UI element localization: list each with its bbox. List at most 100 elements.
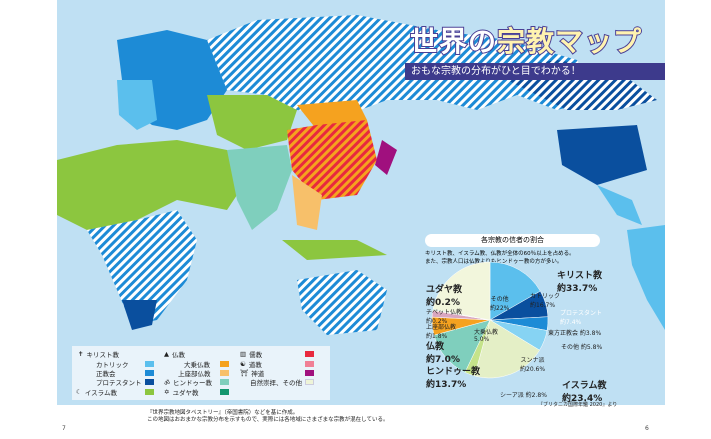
swatch-orthodox: [145, 370, 154, 376]
page-number-right: 6: [645, 425, 649, 432]
swatch-catholic: [145, 361, 154, 367]
legend-label: ヒンドゥー教: [172, 379, 212, 387]
label-theravada: 上座部仏教約1.8%: [426, 322, 456, 340]
label-judaism: ユダヤ教約0.2%: [426, 282, 462, 308]
footer-line-2: この地図はおおまかな宗教分布を示すもので、実際には各地域にさまざまな宗教が混在し…: [147, 417, 389, 423]
central-america: [597, 185, 642, 225]
label-mahayana: 大乗仏教 5.0%: [474, 327, 498, 343]
label-buddhism: 仏教約7.0%: [426, 339, 460, 365]
swatch-protestant: [145, 379, 154, 385]
label-text: チベット仏教: [426, 309, 463, 316]
legend-other: 自然崇拝、その他: [250, 377, 302, 387]
label-catholic: カトリック 約16.7%: [530, 291, 560, 309]
label-text: ヒンドゥー教: [426, 367, 481, 377]
legend-orthodox: 正教会: [96, 368, 116, 378]
pie-source: 『ブリタニカ国際年鑑 2020』より: [538, 402, 618, 408]
southeast-asia: [292, 175, 322, 230]
label-text: 約20.6%: [520, 366, 546, 373]
legend-islam: ☾ イスラム教: [76, 387, 117, 397]
label-christianity-name: キリスト教: [557, 271, 603, 281]
legend-mahayana: 大乗仏教: [184, 359, 210, 369]
label-islam: イスラム教約23.4%: [562, 378, 606, 404]
label-text: 約22%: [490, 305, 510, 312]
om-icon: ॐ: [164, 378, 170, 387]
label-text: 約0.2%: [426, 318, 448, 325]
footer-line-1: 『世界宗教地図タペストリー』（帝国書院）などを基に作成。: [147, 410, 299, 416]
legend-label: プロテスタント: [96, 379, 142, 387]
label-other: その他約22%: [490, 294, 509, 312]
label-text: プロテスタント: [560, 310, 603, 317]
label-other-christian: その他 約5.8%: [561, 344, 603, 351]
legend-label: 儒教: [249, 351, 263, 359]
south-africa: [122, 300, 157, 330]
legend-label: 大乗仏教: [184, 361, 210, 369]
star-of-david-icon: ✡: [164, 388, 170, 396]
swatch-taoism: [305, 361, 314, 367]
label-sunni: スンナ派約20.6%: [520, 355, 545, 373]
legend-confucianism: ▥ 儒教: [240, 349, 262, 359]
label-text: ユダヤ教: [426, 285, 463, 295]
legend-protestant: プロテスタント: [96, 377, 142, 387]
legend-label: 上座部仏教: [178, 370, 211, 378]
label-text: スンナ派: [520, 357, 545, 364]
legend-label: 道教: [248, 361, 262, 369]
page-title: 世界の宗教マップ: [409, 20, 643, 60]
label-text: 約0.2%: [426, 298, 460, 308]
swatch-islam: [145, 389, 154, 395]
legend-hindu: ॐ ヒンドゥー教: [164, 377, 212, 388]
south-america: [627, 225, 665, 330]
swatch-shinto: [305, 370, 314, 376]
legend-catholic: カトリック: [96, 359, 129, 369]
label-text: 約7.0%: [426, 355, 460, 365]
legend-label: 仏教: [172, 351, 185, 359]
label-text: 約1.8%: [426, 333, 448, 340]
indonesia: [282, 240, 387, 260]
swatch-theravada: [220, 370, 229, 376]
china: [287, 120, 377, 200]
middle-east-north-africa: [57, 140, 247, 230]
legend-label: 自然崇拝、その他: [250, 379, 302, 387]
swatch-confucianism: [305, 351, 314, 357]
cross-icon: ✝: [78, 350, 84, 358]
swatch-mahayana: [220, 361, 229, 367]
label-tibetan: チベット仏教 約0.2%: [426, 307, 462, 325]
title-part-1: 世界の: [409, 24, 498, 59]
india: [227, 145, 292, 230]
label-text: イスラム教: [562, 381, 607, 391]
footer-note: 『世界宗教地図タペストリー』（帝国書院）などを基に作成。 この地図はおおまかな宗教…: [147, 410, 389, 424]
label-text: 約23.4%: [562, 394, 603, 404]
swatch-hindu: [220, 379, 229, 385]
title-part-2: 宗教マップ: [496, 24, 643, 59]
western-europe: [117, 80, 157, 130]
label-text: 約7.4%: [560, 319, 582, 326]
stupa-icon: ▲: [164, 350, 169, 358]
central-asia: [207, 95, 297, 150]
swatch-judaism: [220, 389, 229, 395]
pie-desc-line-1: キリスト教、イスラム教、仏教が全体の60％以上を占める。: [425, 251, 575, 257]
australia: [297, 270, 387, 335]
pie-title: 各宗教の信者の割合: [425, 234, 600, 247]
page-number-left: 7: [62, 425, 66, 432]
legend-label: 神道: [251, 370, 265, 378]
torii-icon: ⛩: [240, 369, 249, 377]
legend-label: カトリック: [96, 361, 129, 369]
subtitle: おもな宗教の分布がひと目でわかる！: [405, 63, 665, 80]
label-text: カトリック: [530, 293, 561, 300]
pie-slice-sunni: [474, 319, 540, 379]
label-text: 約13.7%: [426, 380, 467, 390]
temple-icon: ▥: [240, 350, 247, 358]
usa: [557, 125, 647, 185]
label-hindu: ヒンドゥー教 約13.7%: [426, 364, 480, 390]
map-legend: ✝ キリスト教 カトリック 正教会 プロテスタント ☾ イスラム教 ▲ 仏教 大乗仏教…: [72, 346, 330, 400]
label-text: その他: [490, 296, 509, 303]
yin-yang-icon: ☯: [240, 360, 246, 368]
label-text: 上座部仏教: [426, 324, 457, 331]
legend-label: キリスト教: [86, 351, 119, 359]
label-text: 仏教: [426, 342, 445, 352]
legend-christianity: ✝ キリスト教: [78, 349, 119, 359]
africa-south: [87, 210, 197, 325]
legend-theravada: 上座部仏教: [178, 368, 211, 378]
crescent-icon: ☾: [76, 388, 82, 396]
legend-label: 正教会: [96, 370, 116, 378]
